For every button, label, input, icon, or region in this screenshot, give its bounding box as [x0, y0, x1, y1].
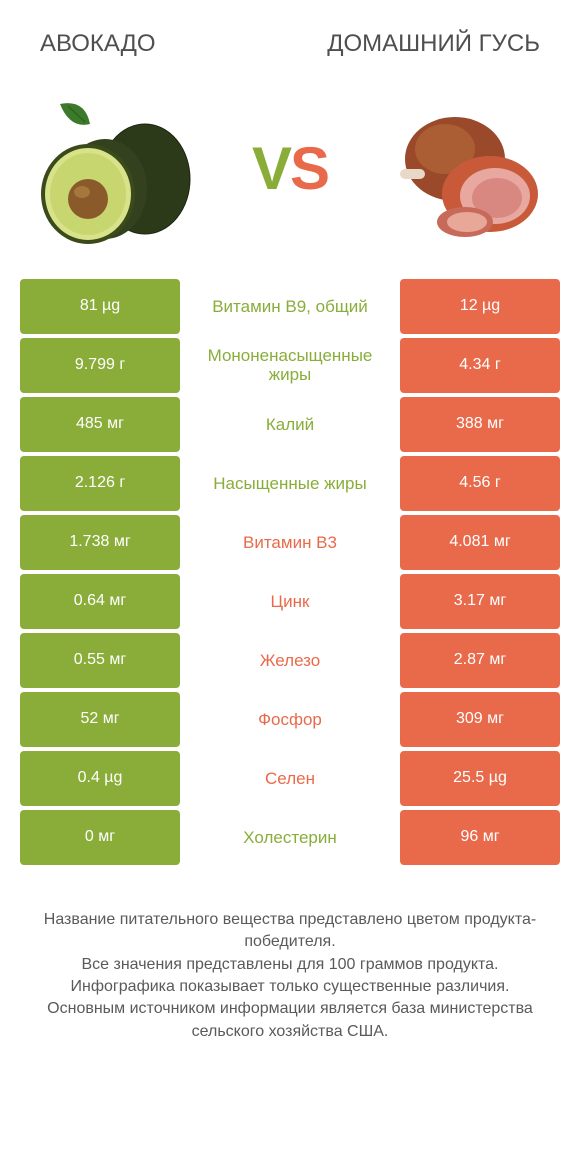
title-left: АВОКАДО — [40, 30, 290, 59]
cell-mid: Витамин B3 — [180, 515, 400, 570]
table-row: 1.738 мгВитамин B34.081 мг — [20, 515, 560, 570]
cell-mid: Холестерин — [180, 810, 400, 865]
footer-line3: Инфографика показывает только существенн… — [25, 976, 555, 998]
footer-line1: Название питательного вещества представл… — [25, 909, 555, 954]
cell-left: 81 µg — [20, 279, 180, 334]
cell-mid: Насыщенные жиры — [180, 456, 400, 511]
table-row: 81 µgВитамин B9, общий12 µg — [20, 279, 560, 334]
cell-left: 1.738 мг — [20, 515, 180, 570]
cell-right: 4.34 г — [400, 338, 560, 393]
table-row: 9.799 гМононенасыщенные жиры4.34 г — [20, 338, 560, 393]
footer-line2: Все значения представлены для 100 граммо… — [25, 954, 555, 976]
cell-mid: Селен — [180, 751, 400, 806]
table-row: 0.4 µgСелен25.5 µg — [20, 751, 560, 806]
cell-left: 0.4 µg — [20, 751, 180, 806]
cell-right: 388 мг — [400, 397, 560, 452]
cell-mid: Цинк — [180, 574, 400, 629]
cell-mid: Витамин B9, общий — [180, 279, 400, 334]
cell-left: 0.64 мг — [20, 574, 180, 629]
vs-s: S — [290, 135, 328, 202]
cell-right: 25.5 µg — [400, 751, 560, 806]
table-row: 2.126 гНасыщенные жиры4.56 г — [20, 456, 560, 511]
table-row: 0 мгХолестерин96 мг — [20, 810, 560, 865]
cell-mid: Фосфор — [180, 692, 400, 747]
vs-label: VS — [252, 134, 328, 203]
cell-right: 4.081 мг — [400, 515, 560, 570]
footer: Название питательного вещества представл… — [0, 869, 580, 1063]
table-row: 0.55 мгЖелезо2.87 мг — [20, 633, 560, 688]
table-row: 0.64 мгЦинк3.17 мг — [20, 574, 560, 629]
goose-image — [385, 94, 550, 244]
cell-left: 2.126 г — [20, 456, 180, 511]
cell-mid: Мононенасыщенные жиры — [180, 338, 400, 393]
cell-right: 2.87 мг — [400, 633, 560, 688]
table-row: 485 мгКалий388 мг — [20, 397, 560, 452]
avocado-image — [30, 94, 195, 244]
table-row: 52 мгФосфор309 мг — [20, 692, 560, 747]
title-right: ДОМАШНИЙ ГУСЬ — [290, 30, 540, 59]
cell-right: 3.17 мг — [400, 574, 560, 629]
vs-v: V — [252, 135, 290, 202]
footer-line4: Основным источником информации является … — [25, 998, 555, 1043]
header: АВОКАДО ДОМАШНИЙ ГУСЬ — [0, 0, 580, 79]
cell-right: 309 мг — [400, 692, 560, 747]
images-row: VS — [0, 79, 580, 279]
cell-left: 0 мг — [20, 810, 180, 865]
comparison-table: 81 µgВитамин B9, общий12 µg9.799 гМононе… — [0, 279, 580, 865]
cell-left: 485 мг — [20, 397, 180, 452]
cell-right: 96 мг — [400, 810, 560, 865]
cell-right: 12 µg — [400, 279, 560, 334]
cell-left: 52 мг — [20, 692, 180, 747]
cell-left: 9.799 г — [20, 338, 180, 393]
cell-right: 4.56 г — [400, 456, 560, 511]
cell-mid: Железо — [180, 633, 400, 688]
cell-left: 0.55 мг — [20, 633, 180, 688]
cell-mid: Калий — [180, 397, 400, 452]
